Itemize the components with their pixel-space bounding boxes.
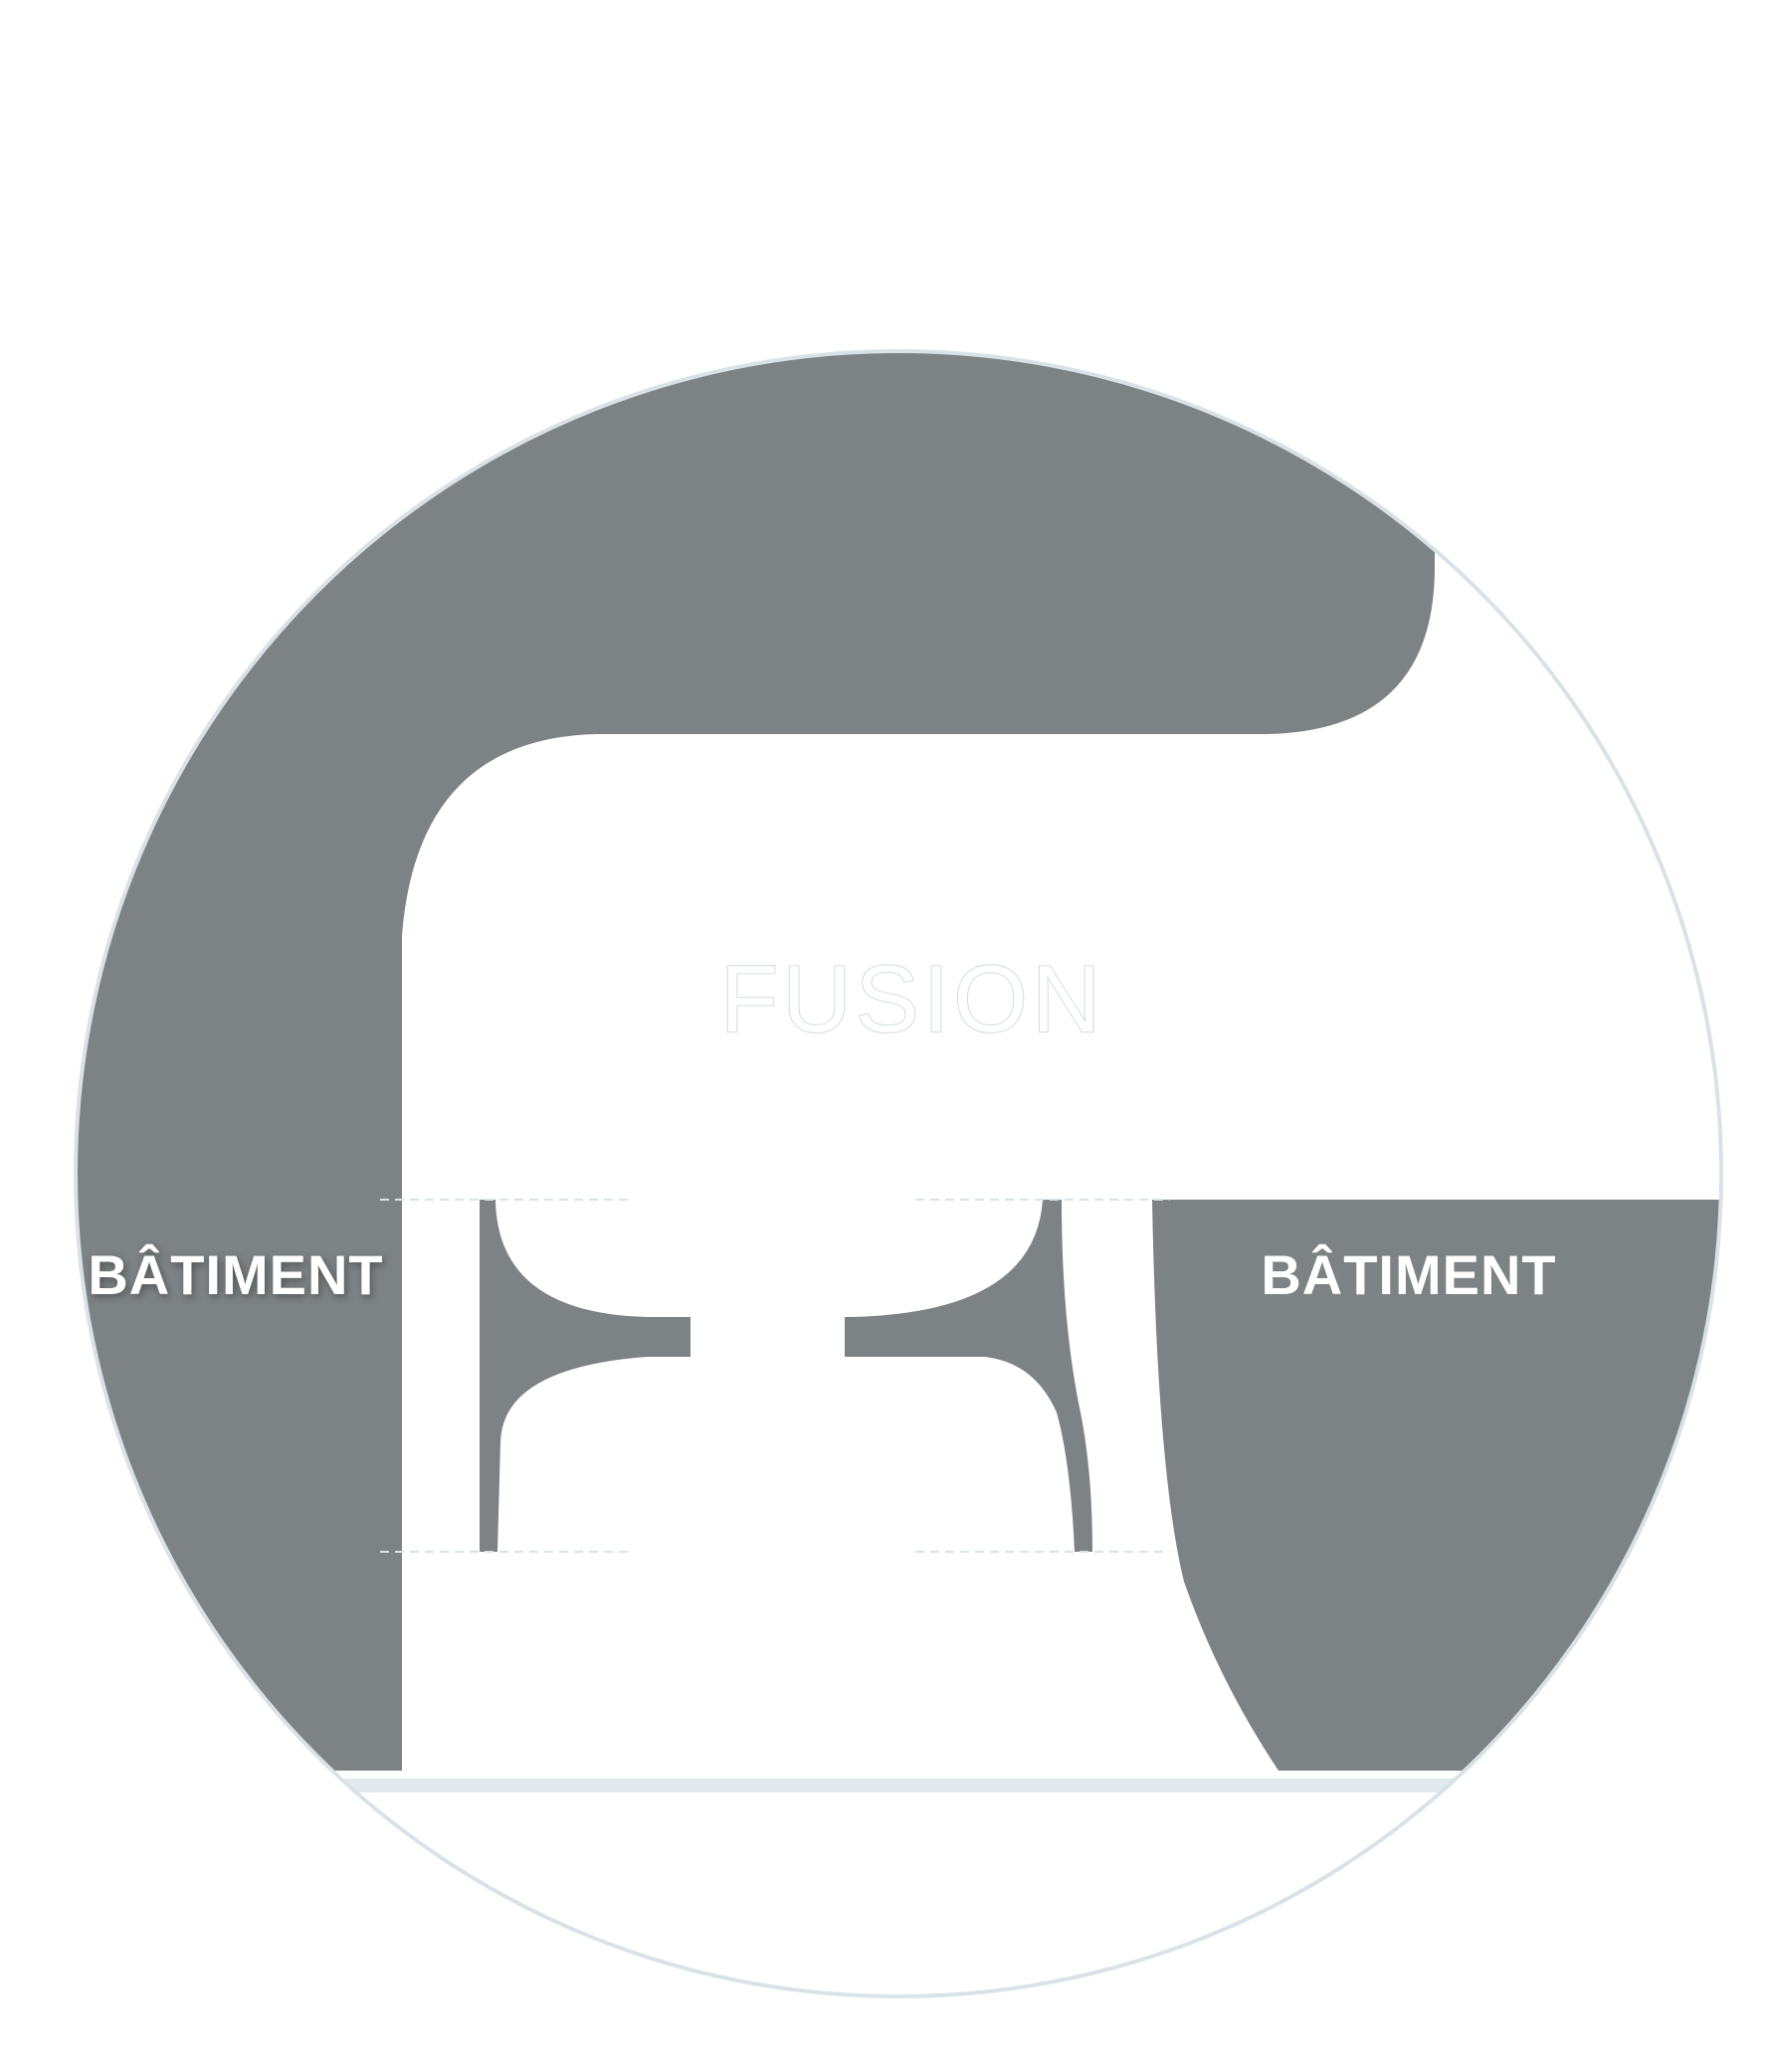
left-building-label: BÂTIMENT — [88, 1243, 383, 1306]
right-building-label: BÂTIMENT — [1261, 1243, 1556, 1306]
guide-lines — [380, 1199, 1170, 1553]
left-connector-shape — [480, 1200, 690, 1552]
ground-strip — [76, 1779, 1721, 1792]
center-label: FUSION — [720, 946, 1105, 1052]
left-building-shape — [76, 351, 1435, 1771]
right-connector-shape — [845, 1200, 1092, 1552]
circle-outline — [74, 349, 1723, 1998]
